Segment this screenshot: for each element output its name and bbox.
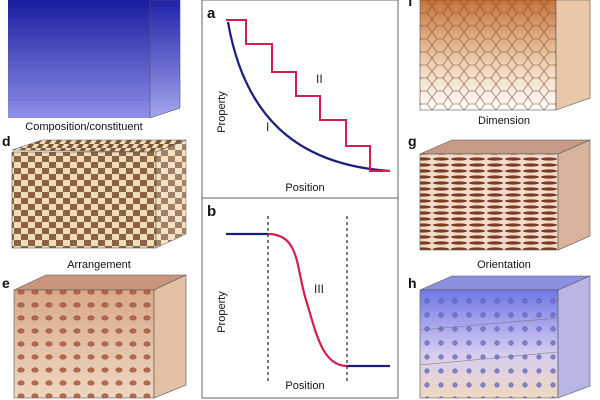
plot-a-xlabel: Position <box>285 182 324 194</box>
plot-b-label-III: III <box>314 282 324 296</box>
plot-b: b Property Position III <box>207 203 390 392</box>
plot-a-smooth-curve <box>226 21 391 173</box>
plot-b-sigmoid-curve <box>267 232 348 368</box>
panel-arrangement: d Arrangement <box>2 133 187 271</box>
plots-frame <box>201 0 399 399</box>
panel-letter-d: d <box>2 133 11 149</box>
particles-block-side <box>153 274 187 399</box>
gradient-block-side <box>557 275 591 399</box>
plot-a: a Property Position I II <box>207 5 391 194</box>
dimension-block-side <box>555 0 591 111</box>
panel-letter-f: f <box>408 0 413 9</box>
panel-composition: Composition/constituent <box>8 0 181 133</box>
gradient-layer-line <box>419 351 559 366</box>
arrangement-block-side <box>155 139 187 249</box>
plot-a-label-II: II <box>316 72 323 86</box>
gradient-dots <box>420 290 558 398</box>
particles-dots <box>14 290 154 398</box>
dimension-caption: Dimension <box>478 115 530 127</box>
orientation-block-side <box>557 139 591 251</box>
plot-b-ylabel: Property <box>216 291 228 333</box>
composition-block-side <box>149 0 181 119</box>
plot-a-ylabel: Property <box>216 91 228 133</box>
plot-a-label-I: I <box>266 120 269 134</box>
panel-gradient-particles: h <box>408 275 591 399</box>
plot-a-stepped-curve <box>226 19 390 172</box>
arrangement-block-front <box>11 151 157 249</box>
panel-dimension: f Dimension <box>408 0 591 127</box>
gradient-layer-line <box>419 317 559 331</box>
panel-orientation: g Orientation <box>408 133 591 271</box>
panel-letter-e: e <box>2 275 10 291</box>
panel-particles: e <box>2 274 187 399</box>
arrangement-caption: Arrangement <box>67 259 131 271</box>
panel-letter-g: g <box>408 133 417 149</box>
panel-letter-h: h <box>408 275 417 291</box>
plot-b-xlabel: Position <box>285 380 324 392</box>
orientation-block-front <box>419 153 559 251</box>
composition-caption: Composition/constituent <box>25 121 142 133</box>
composition-block-front <box>8 0 180 118</box>
plot-a-letter: a <box>207 5 216 22</box>
plot-b-letter: b <box>207 203 216 220</box>
dimension-cells <box>420 0 556 110</box>
orientation-caption: Orientation <box>477 259 531 271</box>
